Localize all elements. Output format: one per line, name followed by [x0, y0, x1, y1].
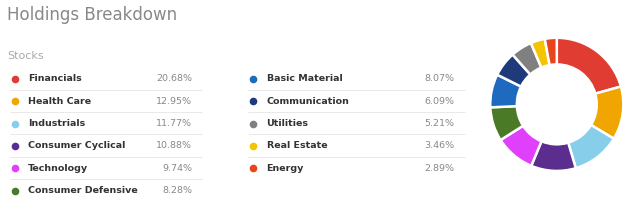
Text: Financials: Financials [28, 74, 82, 83]
Wedge shape [557, 38, 621, 94]
Text: 12.95%: 12.95% [156, 97, 192, 106]
Text: Energy: Energy [266, 164, 304, 173]
Wedge shape [545, 38, 557, 65]
Text: Communication: Communication [266, 97, 349, 106]
Wedge shape [490, 106, 523, 140]
Text: 10.88%: 10.88% [156, 141, 192, 150]
Text: Holdings Breakdown: Holdings Breakdown [7, 6, 177, 24]
Text: Stocks: Stocks [7, 51, 44, 61]
Wedge shape [531, 39, 550, 68]
Text: Utilities: Utilities [266, 119, 308, 128]
Text: 9.74%: 9.74% [162, 164, 192, 173]
Text: 3.46%: 3.46% [425, 141, 455, 150]
Text: 8.07%: 8.07% [425, 74, 455, 83]
Text: Consumer Cyclical: Consumer Cyclical [28, 141, 125, 150]
Text: Consumer Defensive: Consumer Defensive [28, 186, 138, 195]
Text: Technology: Technology [28, 164, 88, 173]
Text: 5.21%: 5.21% [425, 119, 455, 128]
Wedge shape [591, 86, 623, 139]
Text: Real Estate: Real Estate [266, 141, 327, 150]
Wedge shape [490, 75, 521, 107]
Wedge shape [497, 55, 531, 86]
Text: 6.09%: 6.09% [425, 97, 455, 106]
Text: Health Care: Health Care [28, 97, 92, 106]
Wedge shape [500, 126, 541, 166]
Text: 11.77%: 11.77% [156, 119, 192, 128]
Text: 20.68%: 20.68% [156, 74, 192, 83]
Text: 2.89%: 2.89% [425, 164, 455, 173]
Text: Basic Material: Basic Material [266, 74, 342, 83]
Text: Industrials: Industrials [28, 119, 86, 128]
Wedge shape [568, 125, 614, 168]
Wedge shape [513, 43, 541, 75]
Wedge shape [531, 141, 576, 171]
Text: 8.28%: 8.28% [162, 186, 192, 195]
